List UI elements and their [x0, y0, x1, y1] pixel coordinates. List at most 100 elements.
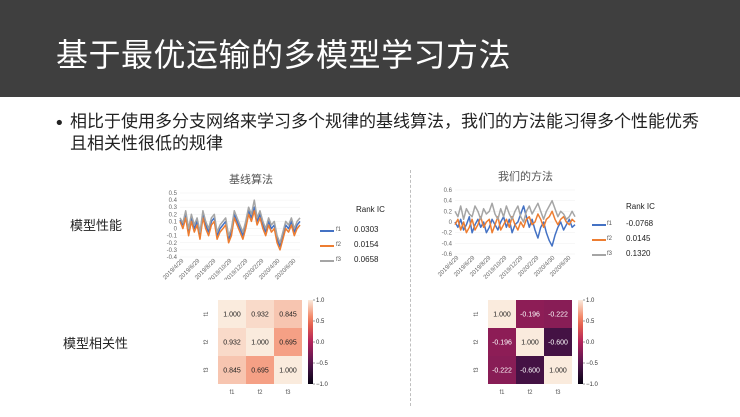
heatmap-value: 0.695 — [251, 368, 269, 375]
heatmap-value: -0.222 — [492, 368, 512, 375]
colorbar-tick-label: −0.5 — [586, 361, 599, 367]
heatmap-value: 1.000 — [521, 340, 539, 347]
y-tick-label: -0.2 — [167, 241, 178, 247]
ours-plot-title: 我们的方法 — [498, 170, 553, 183]
legend-swatch-f2 — [320, 245, 334, 247]
heatmap-cell — [246, 328, 274, 356]
colorbar-tick-label: 0.0 — [316, 340, 325, 346]
panel-divider — [410, 170, 411, 406]
y-tick-label: 0.6 — [444, 188, 453, 194]
colorbar-tick-label: 1.0 — [586, 298, 595, 304]
legend-swatch-f1 — [320, 230, 334, 232]
y-tick-label: 0.2 — [444, 209, 453, 215]
heatmap-cell — [544, 328, 572, 356]
row-label-performance: 模型性能 — [70, 219, 123, 234]
colorbar-tick-label: −1.0 — [316, 382, 329, 388]
baseline-line-chart: 0.50.40.30.20.10-0.1-0.2-0.3-0.42019/4/2… — [162, 191, 301, 280]
heatmap-cell — [274, 356, 302, 384]
legend-value-f3: 0.0658 — [354, 255, 379, 264]
baseline-correlation-heatmap: 1.000 0.932 0.845 0.932 1.000 0.695 0.845 0.695… — [204, 298, 329, 396]
heatmap-cell — [218, 328, 246, 356]
series-line-f3 — [179, 199, 301, 244]
ours-correlation-heatmap: 1.000 -0.196 -0.222 -0.196 1.000 -0.600 -0.222… — [474, 298, 599, 396]
colorbar-tick-label: 1.0 — [316, 298, 325, 304]
heatmap-value: -0.600 — [520, 368, 540, 375]
colorbar — [308, 300, 313, 384]
legend-header: Rank IC — [356, 205, 385, 214]
heatmap-cell — [274, 328, 302, 356]
legend-value-f2: 0.0145 — [626, 234, 651, 243]
heatmap-value: 0.932 — [223, 340, 241, 347]
legend-value-f1: -0.0768 — [626, 219, 654, 228]
heatmap-row-label: f2 — [474, 339, 480, 345]
heatmap-value: 1.000 — [279, 368, 297, 375]
y-tick-label: 0.4 — [444, 199, 453, 205]
series-line-f3 — [454, 199, 576, 223]
heatmap-value: 0.845 — [279, 312, 297, 319]
colorbar-tick-label: 0.5 — [586, 319, 595, 325]
y-tick-label: -0.1 — [167, 234, 178, 240]
bullet-text: 相比于使用多分支网络来学习多个规律的基线算法，我们的方法能习得多个性能优秀且相关… — [70, 112, 699, 154]
y-tick-label: 0.1 — [169, 219, 178, 225]
heatmap-cell — [246, 356, 274, 384]
series-line-f2 — [454, 210, 576, 234]
y-tick-label: 0 — [174, 227, 178, 233]
colorbar-tick-label: −0.5 — [316, 361, 329, 367]
heatmap-value: -0.196 — [492, 340, 512, 347]
heatmap-col-label: f2 — [257, 390, 263, 396]
heatmap-cell — [274, 300, 302, 328]
heatmap-value: 1.000 — [549, 368, 567, 375]
heatmap-row-label: f2 — [204, 339, 210, 345]
heatmap-col-label: f3 — [555, 390, 561, 396]
ours-line-chart: 0.60.40.20-0.2-0.4-0.62019/4/292019/6/29… — [437, 188, 576, 281]
heatmap-value: 0.845 — [223, 368, 241, 375]
heatmap-cell — [488, 300, 516, 328]
heatmap-col-label: f1 — [229, 390, 235, 396]
heatmap-value: -0.600 — [548, 340, 568, 347]
legend-value-f3: 0.1320 — [626, 249, 651, 258]
heatmap-col-label: f1 — [499, 390, 505, 396]
heatmap-cell — [488, 328, 516, 356]
heatmap-cell — [246, 300, 274, 328]
colorbar-tick-label: 0.0 — [586, 340, 595, 346]
colorbar-tick-label: −1.0 — [586, 382, 599, 388]
heatmap-row-label: f3 — [474, 367, 480, 373]
y-tick-label: -0.4 — [442, 241, 453, 247]
bullet-marker: • — [54, 113, 65, 134]
colorbar-tick-label: 0.5 — [316, 319, 325, 325]
heatmap-value: 0.695 — [279, 340, 297, 347]
heatmap-cell — [516, 300, 544, 328]
heatmap-col-label: f3 — [285, 390, 291, 396]
heatmap-cell — [488, 356, 516, 384]
y-tick-label: -0.4 — [167, 255, 178, 261]
legend-name-f3: f3 — [336, 257, 342, 263]
heatmap-value: -0.222 — [548, 312, 568, 319]
heatmap-cell — [218, 300, 246, 328]
y-tick-label: 0.5 — [169, 191, 178, 197]
y-tick-label: 0 — [449, 220, 453, 226]
y-tick-label: -0.2 — [442, 231, 453, 237]
y-tick-label: 0.2 — [169, 212, 178, 218]
baseline-plot-title: 基线算法 — [229, 173, 273, 186]
legend-name-f2: f2 — [336, 242, 342, 248]
legend-swatch-f3 — [592, 254, 606, 256]
heatmap-row-label: f1 — [204, 311, 210, 317]
y-tick-label: -0.3 — [167, 248, 178, 254]
heatmap-value: 0.932 — [251, 312, 269, 319]
y-tick-label: -0.6 — [442, 252, 453, 258]
legend-swatch-f1 — [592, 224, 606, 226]
heatmap-value: 1.000 — [223, 312, 241, 319]
legend-name-f1: f1 — [607, 221, 613, 227]
series-line-f2 — [179, 210, 301, 251]
legend-swatch-f3 — [320, 260, 334, 262]
heatmap-cell — [516, 328, 544, 356]
slide-title: 基于最优运输的多模型学习方法 — [56, 36, 512, 74]
heatmap-cell — [544, 300, 572, 328]
legend-value-f1: 0.0303 — [354, 225, 379, 234]
legend-name-f3: f3 — [607, 251, 613, 257]
heatmap-row-label: f1 — [474, 311, 480, 317]
heatmap-cell — [516, 356, 544, 384]
colorbar — [578, 300, 583, 384]
legend-header: Rank IC — [626, 202, 655, 211]
legend-name-f1: f1 — [336, 227, 342, 233]
